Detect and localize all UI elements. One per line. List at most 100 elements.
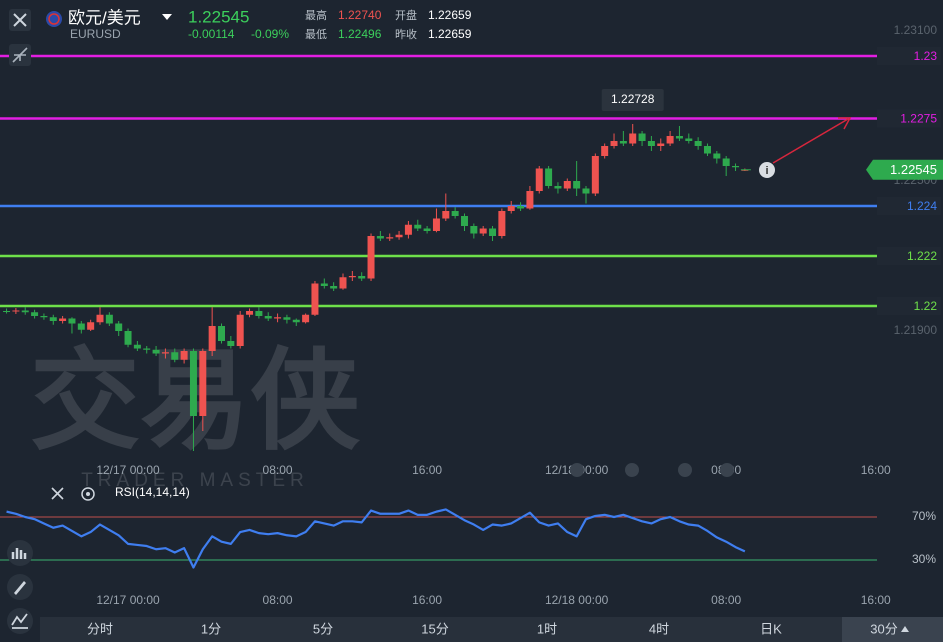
- period-tab[interactable]: 1分: [201, 621, 221, 636]
- candle-body: [292, 319, 300, 323]
- candle-body: [264, 316, 272, 319]
- level-label: 1.224: [907, 199, 937, 213]
- chart-icon: [11, 613, 28, 629]
- candle-body: [348, 276, 356, 278]
- candle-body: [199, 351, 207, 416]
- candle-body: [236, 314, 244, 346]
- period-tab[interactable]: 5分: [313, 621, 333, 636]
- draw-icon: [14, 581, 26, 595]
- period-tab[interactable]: 15分: [421, 621, 448, 636]
- candle-body: [12, 310, 20, 312]
- trend-arrow-head: [838, 117, 852, 130]
- candle-body: [87, 322, 95, 330]
- tab-bar: [40, 617, 943, 642]
- tab-arrow[interactable]: [901, 626, 909, 632]
- candle-body: [404, 224, 412, 235]
- stat-label: 最高: [305, 8, 327, 22]
- candle-body: [255, 311, 263, 316]
- candle-body: [694, 141, 702, 146]
- level-label-box: [877, 109, 941, 128]
- candle-body: [666, 136, 674, 144]
- stat-label: 开盘: [395, 8, 417, 22]
- rsi-chart: 70% 30% 12/17 00:00 08:00 16:00 12/18 00:00 08…: [0, 508, 936, 607]
- candle-body: [638, 133, 646, 141]
- candle-body: [517, 206, 525, 209]
- period-tab[interactable]: 30分: [870, 621, 897, 636]
- rsi-settings[interactable]: [81, 487, 95, 501]
- flag-stripe: [48, 13, 60, 25]
- candle-body: [152, 349, 160, 354]
- candle-body: [489, 228, 497, 236]
- candle-body: [619, 141, 627, 144]
- side-tools: [7, 540, 33, 634]
- candle-body: [685, 138, 693, 141]
- rsi-settings-dot: [86, 492, 90, 496]
- active-tab: [842, 617, 943, 642]
- candle-body: [713, 153, 721, 159]
- rsi-close[interactable]: [51, 487, 64, 500]
- period-tab[interactable]: 1时: [537, 621, 557, 636]
- event-marker[interactable]: [678, 463, 692, 477]
- candle-body: [59, 318, 67, 321]
- header: 欧元/美元 EURUSD 1.22545 -0.00114 -0.09% 最高 …: [9, 7, 472, 66]
- high-marker-label: 1.22728: [611, 92, 655, 106]
- candle-body: [451, 211, 459, 216]
- info-icon[interactable]: [759, 162, 775, 178]
- candle-body: [601, 146, 609, 156]
- candle-body: [283, 317, 291, 320]
- candle-body: [423, 228, 431, 231]
- x-tick-label: 12/17 00:00: [96, 463, 160, 477]
- price-change-pct: -0.09%: [251, 27, 289, 41]
- candle-body: [68, 318, 76, 324]
- high-marker-box: [601, 89, 664, 111]
- period-tab[interactable]: 分时: [87, 621, 113, 636]
- rsi-title: RSI(14,14,14): [115, 485, 190, 499]
- dropdown-arrow[interactable]: [162, 14, 172, 20]
- level-label-box: [877, 47, 941, 65]
- last-price-label: 1.22545: [890, 162, 937, 177]
- event-marker[interactable]: [570, 463, 584, 477]
- rsi-line: [6, 508, 746, 569]
- candle-body: [722, 158, 730, 166]
- price-change: -0.00114: [188, 27, 235, 41]
- level-label: 1.23: [914, 49, 938, 63]
- candle-body: [647, 141, 655, 146]
- level-label-box: [877, 197, 941, 215]
- candle-body: [432, 218, 440, 231]
- x-tick-label: 16:00: [412, 463, 442, 477]
- pair-symbol: EURUSD: [70, 27, 121, 41]
- info-glyph: i: [765, 165, 768, 177]
- period-tab[interactable]: 日K: [760, 621, 782, 636]
- candle-body: [395, 234, 403, 238]
- last-price-tag: [866, 159, 943, 180]
- candle-body: [40, 316, 48, 318]
- candle-body: [460, 216, 468, 226]
- candle-body: [386, 237, 394, 239]
- candle-body: [703, 146, 711, 154]
- candle-body: [302, 314, 310, 323]
- candle-body: [143, 348, 151, 350]
- candle-body: [49, 317, 57, 321]
- stat-value: 1.22496: [338, 27, 382, 41]
- candle-body: [367, 236, 375, 279]
- candle-body: [554, 186, 562, 189]
- x-tick-label: 08:00: [263, 593, 293, 607]
- x-tick-label: 08:00: [711, 593, 741, 607]
- candle-body: [414, 224, 422, 229]
- candle-body: [545, 168, 553, 186]
- x-tick-label: 16:00: [861, 593, 891, 607]
- candle-body: [217, 326, 225, 341]
- period-tabs: 分时 1分 5分 15分 1时 4时 日K 30分: [40, 617, 943, 642]
- trend-arrow[interactable]: [772, 118, 849, 164]
- event-marker[interactable]: [720, 463, 734, 477]
- candle-body: [526, 191, 534, 209]
- pair-name[interactable]: 欧元/美元: [68, 8, 141, 27]
- stat-label: 最低: [305, 28, 327, 41]
- candle-body: [376, 236, 384, 239]
- period-tab[interactable]: 4时: [649, 621, 669, 636]
- event-marker[interactable]: [625, 463, 639, 477]
- x-tick-label: 12/18 00:00: [545, 593, 609, 607]
- y-tick-label: 30%: [912, 552, 936, 566]
